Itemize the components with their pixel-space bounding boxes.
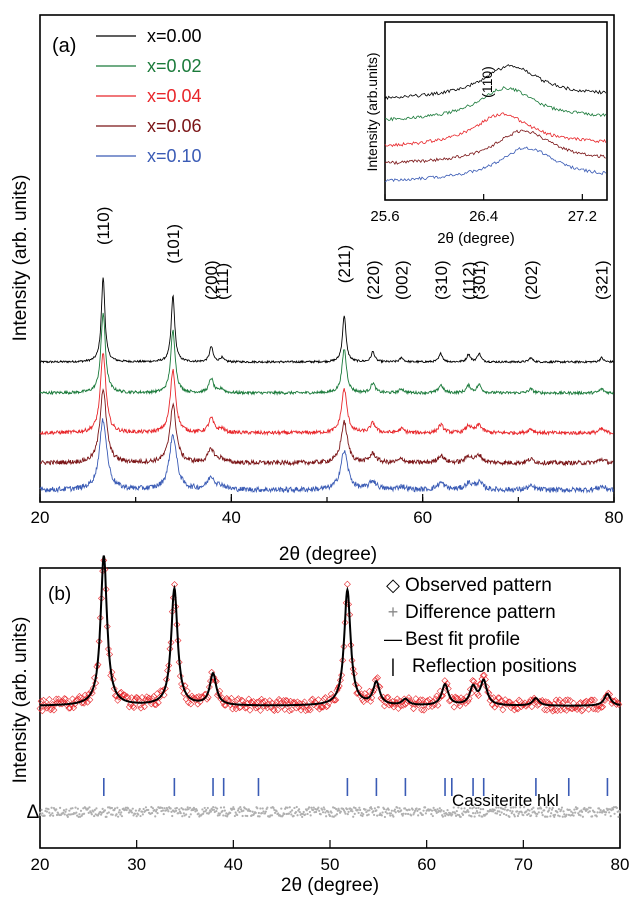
panel-a-xlabel: 2θ (degree) xyxy=(279,544,377,565)
peak-label: (220) xyxy=(364,260,383,300)
panel-a-peak-labels: (110) (101) (200)(111) (211) (220) (002) (310)… xyxy=(94,207,611,300)
x-tick-label: 30 xyxy=(127,855,146,874)
legend-entry: x=0.04 xyxy=(147,86,202,106)
inset-trace xyxy=(384,64,607,101)
inset-trace xyxy=(384,112,607,148)
peak-label: (211) xyxy=(335,245,354,283)
x-tick-label: 20 xyxy=(31,508,50,527)
panel-a-ylabel: Intensity (arb. units) xyxy=(10,175,31,342)
trace-x=0.10 xyxy=(39,418,614,494)
trace-x=0.06 xyxy=(39,388,614,467)
x-tick-label: 40 xyxy=(222,508,241,527)
peak-label: (101) xyxy=(164,224,183,264)
peak-label: (200) xyxy=(202,260,221,300)
legend-entry: x=0.00 xyxy=(147,26,202,46)
inset-x-ticks: 25.6 26.4 27.2 xyxy=(370,194,597,225)
inset-ylabel: Intensity (arb.units) xyxy=(364,52,380,171)
peak-label: (111) xyxy=(213,263,232,300)
inset-annotation: (110) xyxy=(479,66,495,98)
panel-b: 20 30 40 50 60 70 80 (b) Cassiterite hkl ◇ Obse… xyxy=(10,555,630,896)
trace-x=0.02 xyxy=(39,312,614,396)
delta-label: Δ xyxy=(27,802,40,823)
legend-entry: Best fit profile xyxy=(405,629,520,650)
inset-trace xyxy=(384,129,606,166)
inset-trace xyxy=(385,86,607,122)
panel-b-fit xyxy=(40,555,621,707)
panel-a-label: (a) xyxy=(52,35,76,57)
inset-traces xyxy=(384,64,607,183)
inset-trace xyxy=(384,146,607,183)
best-fit-line xyxy=(40,555,621,707)
x-tick-label: 80 xyxy=(605,508,624,527)
peak-label: (310) xyxy=(432,260,451,300)
x-tick-label: 80 xyxy=(611,855,630,874)
panel-b-ylabel: Intensity (arb. units) xyxy=(10,617,31,784)
panel-b-difference xyxy=(38,805,622,819)
inset-frame xyxy=(384,21,608,201)
inset-tick-label: 25.6 xyxy=(370,208,399,225)
legend-entry: x=0.10 xyxy=(147,146,202,166)
legend-entry: Reflection positions xyxy=(412,656,577,677)
trace-x=0.04 xyxy=(39,352,614,437)
legend-symbol: ◇ xyxy=(386,575,400,595)
panel-a-traces xyxy=(39,277,614,494)
peak-label: (112) xyxy=(460,262,479,300)
hkl-label: Cassiterite hkl xyxy=(452,791,559,810)
panel-b-reflections xyxy=(103,778,609,796)
peak-label: (002) xyxy=(393,260,412,300)
inset-tick-label: 27.2 xyxy=(568,208,597,225)
inset-tick-label: 26.4 xyxy=(469,208,498,225)
legend-symbol: | xyxy=(391,656,396,676)
panel-a: (110) (101) (200)(111) (211) (220) (002) (310)… xyxy=(10,14,624,565)
legend-entry: Difference pattern xyxy=(405,602,556,623)
legend-entry: x=0.06 xyxy=(147,116,202,136)
legend-symbol: — xyxy=(384,629,402,649)
x-tick-label: 60 xyxy=(417,855,436,874)
legend-symbol: + xyxy=(388,602,399,622)
panel-b-xlabel: 2θ (degree) xyxy=(281,875,379,896)
x-tick-label: 70 xyxy=(514,855,533,874)
x-tick-label: 50 xyxy=(321,855,340,874)
x-tick-label: 40 xyxy=(224,855,243,874)
peak-label: (321) xyxy=(593,260,612,300)
panel-a-x-ticks: 20 40 60 80 xyxy=(31,494,624,527)
peak-label: (110) xyxy=(94,207,113,245)
inset-xlabel: 2θ (degree) xyxy=(437,230,515,247)
trace-x=0.00 xyxy=(39,277,614,365)
x-tick-label: 60 xyxy=(413,508,432,527)
inset: 25.6 26.4 27.2 (110) 2θ (degree) Intensity… xyxy=(352,18,611,247)
legend-entry: Observed pattern xyxy=(405,575,552,596)
panel-b-legend: ◇ Observed pattern + Difference pattern— Bes… xyxy=(384,575,577,677)
legend-entry: x=0.02 xyxy=(147,56,202,76)
panel-b-label: (b) xyxy=(48,584,71,605)
peak-label: (301) xyxy=(470,260,489,300)
panel-a-legend: x=0.00 x=0.02 x=0.04 x=0.06 x=0.10 xyxy=(96,26,202,166)
peak-label: (202) xyxy=(522,260,541,300)
panel-b-x-ticks: 20 30 40 50 60 70 80 xyxy=(31,840,630,874)
x-tick-label: 20 xyxy=(31,855,50,874)
